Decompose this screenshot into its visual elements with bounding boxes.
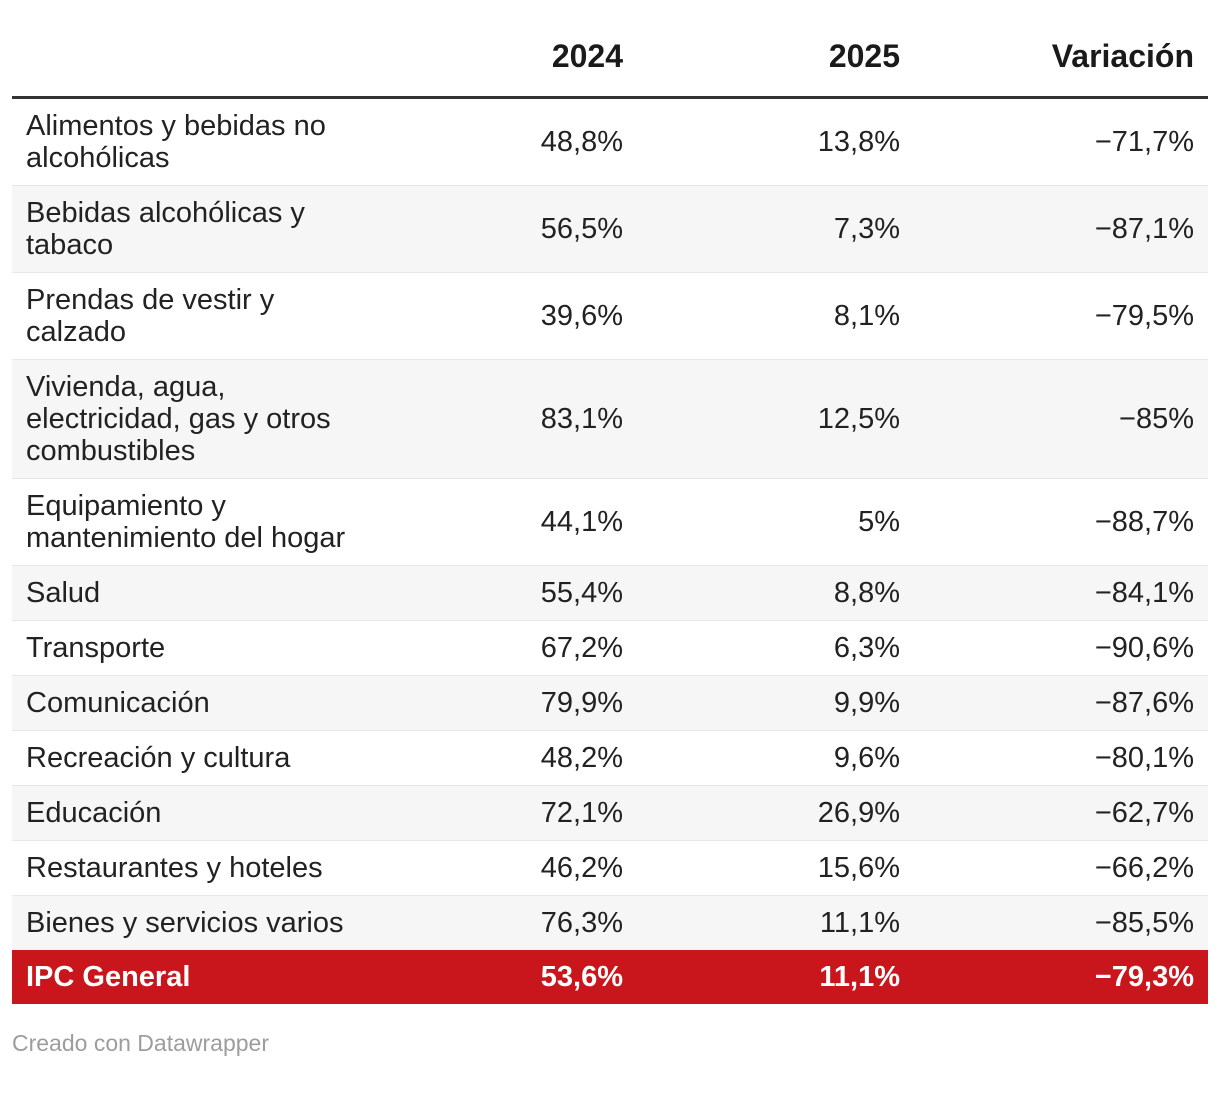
value-variacion: −66,2% (1094, 852, 1194, 884)
row-label: Comunicación (12, 676, 457, 731)
table-row: Prendas de vestir y calzado 39,6% 8,1% −79,… (12, 272, 1208, 360)
total-value-variacion: −79,3% (1094, 961, 1194, 993)
value-2025: 15,6% (817, 852, 900, 884)
value-2024: 56,5% (540, 213, 623, 245)
value-variacion: −85% (1119, 403, 1194, 435)
row-label: Prendas de vestir y calzado (12, 273, 457, 360)
value-2024: 76,3% (540, 907, 623, 939)
table-row: Restaurantes y hoteles 46,2% 15,6% −66,2% (12, 840, 1208, 896)
table-row: Salud 55,4% 8,8% −84,1% (12, 565, 1208, 621)
ipc-table: 2024 2025 Variación Alimentos y bebidas … (12, 28, 1208, 1004)
value-2025: 9,9% (833, 687, 900, 719)
row-label: Equipamiento y mantenimiento del hogar (12, 479, 457, 566)
table-row: Bienes y servicios varios 76,3% 11,1% −85,5… (12, 895, 1208, 951)
table-row: Vivienda, agua, electricidad, gas y otro… (12, 359, 1208, 479)
row-label-text: Alimentos y bebidas no alcohólicas (26, 110, 326, 174)
table-row: Comunicación 79,9% 9,9% −87,6% (12, 675, 1208, 731)
value-variacion: −62,7% (1094, 797, 1194, 829)
table-row: Transporte 67,2% 6,3% −90,6% (12, 620, 1208, 676)
table-row: Educación 72,1% 26,9% −62,7% (12, 785, 1208, 841)
row-label: Alimentos y bebidas no alcohólicas (12, 98, 457, 186)
value-2025: 11,1% (819, 907, 900, 939)
table-row: Bebidas alcohólicas y tabaco 56,5% 7,3% −87… (12, 185, 1208, 273)
value-2024: 83,1% (540, 403, 623, 435)
value-variacion: −79,5% (1094, 300, 1194, 332)
row-label-text: Salud (26, 577, 101, 609)
table-row: Recreación y cultura 48,2% 9,6% −80,1% (12, 730, 1208, 786)
value-2025: 13,8% (817, 126, 900, 158)
row-label-text: Bebidas alcohólicas y tabaco (26, 197, 305, 261)
column-header-variacion: Variación (914, 28, 1208, 99)
value-2025: 6,3% (833, 632, 900, 664)
row-label: Restaurantes y hoteles (12, 841, 457, 896)
row-label-text: Comunicación (26, 687, 210, 719)
row-label: Bebidas alcohólicas y tabaco (12, 186, 457, 273)
table-row: Equipamiento y mantenimiento del hogar 44… (12, 478, 1208, 566)
value-2025: 5% (858, 506, 900, 538)
row-label: Vivienda, agua, electricidad, gas y otro… (12, 360, 457, 479)
value-2024: 46,2% (540, 852, 623, 884)
column-header-2024: 2024 (457, 28, 637, 99)
value-2025: 8,8% (833, 577, 900, 609)
value-variacion: −85,5% (1094, 907, 1194, 939)
row-label-text: Equipamiento y mantenimiento del hogar (26, 490, 346, 554)
value-variacion: −88,7% (1094, 506, 1194, 538)
row-label-text: Prendas de vestir y calzado (26, 284, 275, 348)
row-label: Salud (12, 566, 457, 621)
value-2024: 48,2% (540, 742, 623, 774)
value-2024: 79,9% (540, 687, 623, 719)
value-2024: 48,8% (540, 126, 623, 158)
value-variacion: −80,1% (1094, 742, 1194, 774)
value-2025: 8,1% (833, 300, 900, 332)
row-label-text: Bienes y servicios varios (26, 907, 344, 939)
header-row: 2024 2025 Variación (12, 28, 1208, 99)
row-label-text: Recreación y cultura (26, 742, 291, 774)
value-2024: 72,1% (540, 797, 623, 829)
value-2024: 44,1% (540, 506, 623, 538)
total-value-2025: 11,1% (819, 961, 900, 993)
table-row: Alimentos y bebidas no alcohólicas 48,8% 1… (12, 97, 1208, 186)
value-2025: 26,9% (817, 797, 900, 829)
value-variacion: −71,7% (1094, 126, 1194, 158)
column-header-category (12, 28, 457, 99)
total-row: IPC General 53,6% 11,1% −79,3% (12, 950, 1208, 1004)
total-value-2024: 53,6% (540, 961, 623, 993)
column-header-2025: 2025 (637, 28, 914, 99)
value-2024: 67,2% (540, 632, 623, 664)
value-2024: 39,6% (540, 300, 623, 332)
value-variacion: −90,6% (1094, 632, 1194, 664)
total-row-label: IPC General (26, 961, 191, 993)
value-2025: 9,6% (833, 742, 900, 774)
row-label-text: Transporte (26, 632, 166, 664)
value-2024: 55,4% (540, 577, 623, 609)
row-label: Recreación y cultura (12, 731, 457, 786)
row-label: Transporte (12, 621, 457, 676)
credit-text: Creado con Datawrapper (12, 1030, 269, 1056)
row-label-text: Educación (26, 797, 162, 829)
value-variacion: −84,1% (1094, 577, 1194, 609)
value-variacion: −87,1% (1094, 213, 1194, 245)
row-label: Bienes y servicios varios (12, 896, 457, 951)
row-label-text: Restaurantes y hoteles (26, 852, 323, 884)
row-label: Educación (12, 786, 457, 841)
row-label-text: Vivienda, agua, electricidad, gas y otro… (26, 371, 331, 467)
value-2025: 7,3% (833, 213, 900, 245)
table-body: Alimentos y bebidas no alcohólicas 48,8% 1… (12, 97, 1208, 951)
value-variacion: −87,6% (1094, 687, 1194, 719)
value-2025: 12,5% (817, 403, 900, 435)
